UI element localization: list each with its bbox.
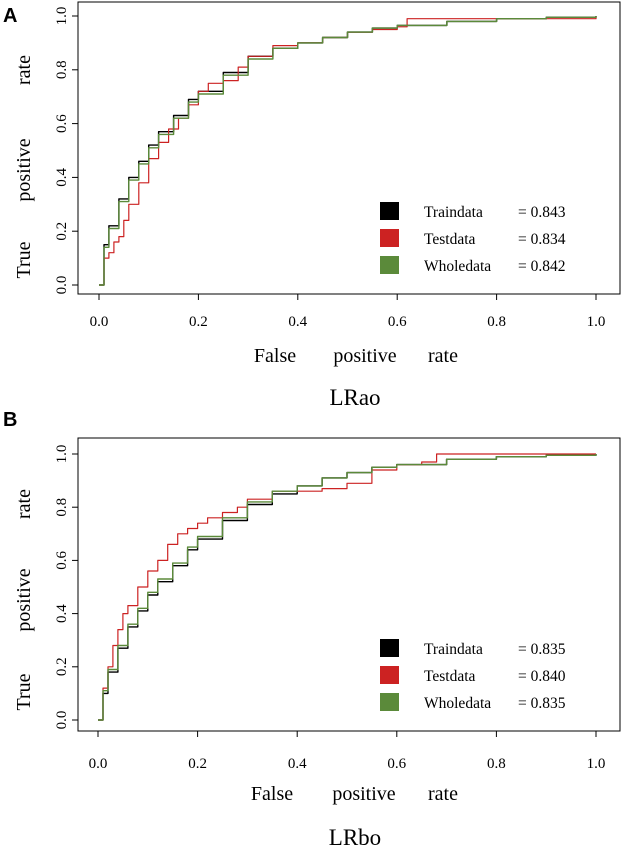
plot-frame [77, 437, 621, 732]
y-axis-title-word: rate [13, 55, 35, 85]
legend-value: = 0.835 [518, 641, 566, 658]
y-axis-title-word: rate [13, 489, 35, 519]
series-line-testdata [99, 16, 597, 286]
x-tick-label: 0.2 [188, 756, 207, 772]
legend-label: Wholedata [424, 695, 491, 712]
x-axis-title-word: False [251, 783, 293, 805]
legend-label: Traindata [424, 204, 483, 221]
y-tick-label: 0.6 [54, 551, 70, 570]
x-tick-label: 0.4 [288, 314, 307, 330]
panel-letter: B [3, 409, 17, 431]
y-tick-label: 0.2 [54, 222, 70, 241]
y-tick-label: 1.0 [54, 445, 70, 464]
legend-label: Traindata [424, 641, 483, 658]
y-tick-label: 0.4 [54, 604, 70, 623]
legend-swatch-wholedata [380, 256, 399, 274]
y-tick-label: 0.0 [54, 276, 70, 295]
y-tick-label: 0.0 [54, 711, 70, 730]
plot-frame [77, 1, 621, 295]
series-line-testdata [98, 453, 596, 721]
series-line-wholedata [99, 16, 597, 286]
legend-label: Testdata [424, 231, 476, 248]
legend-value: = 0.834 [518, 231, 566, 248]
y-axis-title-word: True [13, 673, 35, 710]
x-tick-label: 1.0 [587, 314, 606, 330]
legend-value: = 0.842 [518, 258, 566, 275]
x-axis-title-word: positive [332, 783, 395, 805]
legend-value: = 0.840 [518, 668, 566, 685]
legend-swatch-testdata [380, 666, 399, 684]
x-tick-label: 0.8 [487, 756, 506, 772]
legend-swatch-traindata [380, 202, 399, 220]
y-tick-label: 0.2 [54, 657, 70, 676]
x-axis-title-word: False [254, 345, 296, 367]
chart-title: LRao [329, 385, 380, 410]
roc-chart-a: A 0.0 0.2 0.4 0.6 0.8 1.0 0.0 0.2 0.4 0.6 0.8 1.0 Tru… [3, 1, 621, 410]
x-axis-title-word: rate [428, 783, 458, 805]
legend-value: = 0.835 [518, 695, 566, 712]
legend-swatch-wholedata [380, 693, 399, 711]
series-line-wholedata [98, 454, 597, 721]
y-tick-label: 0.6 [54, 114, 70, 133]
y-tick-label: 0.4 [54, 168, 70, 187]
y-axis-title-word: positive [13, 138, 35, 201]
x-axis-title-word: rate [428, 345, 458, 367]
roc-chart-b: B 0.0 0.2 0.4 0.6 0.8 1.0 0.0 0.2 0.4 0.6 0.8 1.0 Tru… [3, 409, 621, 850]
legend-label: Wholedata [424, 258, 491, 275]
y-tick-label: 0.8 [54, 60, 70, 79]
legend-swatch-traindata [380, 639, 399, 657]
chart-title: LRbo [329, 825, 381, 850]
y-axis-title-word: positive [13, 568, 35, 631]
x-tick-label: 0.6 [388, 314, 407, 330]
y-tick-label: 0.8 [54, 498, 70, 517]
x-tick-label: 0.0 [89, 756, 108, 772]
y-tick-label: 1.0 [54, 7, 70, 26]
legend-value: = 0.843 [518, 204, 566, 221]
x-tick-label: 0.6 [387, 756, 406, 772]
panel-letter: A [3, 5, 17, 27]
x-tick-label: 0.0 [90, 314, 109, 330]
legend-swatch-testdata [380, 229, 399, 247]
x-tick-label: 0.8 [487, 314, 506, 330]
x-tick-label: 0.2 [189, 314, 208, 330]
y-axis-title-word: True [13, 241, 35, 278]
x-axis-title-word: positive [333, 345, 396, 367]
legend-label: Testdata [424, 668, 476, 685]
x-tick-label: 0.4 [288, 756, 307, 772]
x-tick-label: 1.0 [587, 756, 606, 772]
